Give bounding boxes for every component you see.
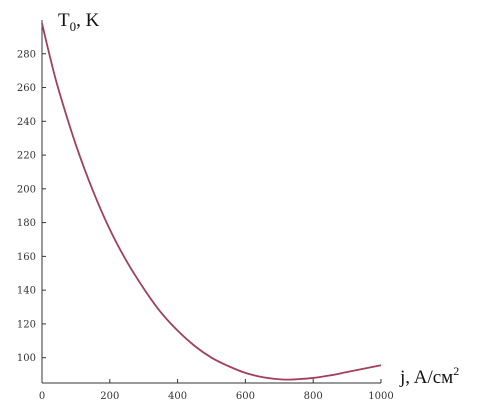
- y-tick-label: 280: [17, 49, 36, 60]
- y-tick-label: 240: [17, 117, 36, 128]
- x-tick-label: 400: [168, 391, 187, 402]
- y-tick-label: 120: [17, 319, 36, 330]
- x-axis-title-superscript: 2: [453, 364, 459, 378]
- y-axis-ticks: 100 120 140 160 180 200 220 240 260 280: [17, 49, 46, 364]
- x-tick-label: 1000: [368, 391, 393, 402]
- y-tick-label: 220: [17, 151, 36, 162]
- y-tick-label: 100: [17, 353, 36, 364]
- x-axis-ticks: 0 200 400 600 800 1000: [39, 379, 394, 402]
- y-tick-label: 200: [17, 184, 36, 195]
- x-axis-title-main: j, A/см: [399, 367, 453, 388]
- y-tick-label: 260: [17, 83, 36, 94]
- y-axis-title-subscript: 0: [70, 19, 77, 34]
- y-axis-title-unit: , K: [76, 10, 100, 31]
- y-tick-label: 140: [17, 286, 36, 297]
- x-axis-title: j, A/см2: [399, 364, 459, 388]
- y-axis-title: T0, K: [58, 10, 100, 34]
- series-line: [41, 23, 382, 381]
- x-tick-label: 600: [236, 391, 255, 402]
- x-tick-label: 0: [39, 391, 45, 402]
- x-tick-label: 200: [100, 391, 119, 402]
- y-tick-label: 180: [17, 218, 36, 229]
- y-axis-title-main: T: [58, 10, 70, 31]
- x-tick-label: 800: [304, 391, 323, 402]
- y-tick-label: 160: [17, 252, 36, 263]
